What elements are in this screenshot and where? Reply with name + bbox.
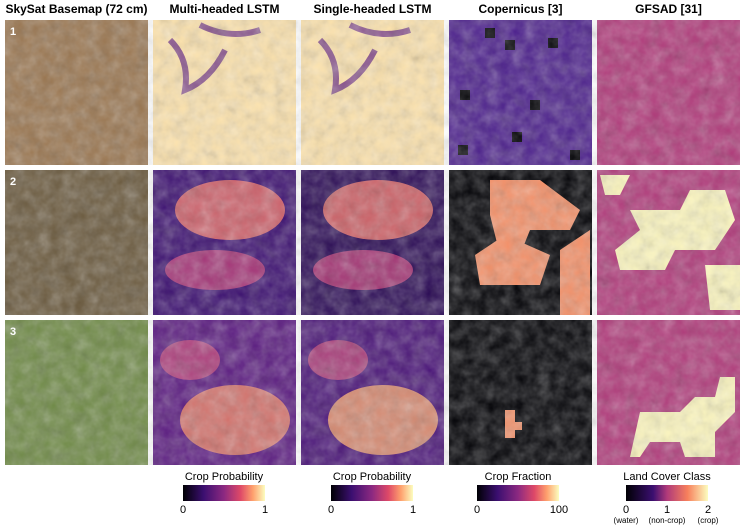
colorbar [477, 485, 559, 501]
colorbar-title: Crop Fraction [485, 471, 552, 483]
colorbar-tick-label: 0 [623, 504, 629, 516]
colorbar-tick-label: 1 [410, 504, 416, 516]
colorbar-tick-label: 2 [705, 504, 711, 516]
colorbar [626, 485, 708, 501]
colorbar-tick-label: 1 [664, 504, 670, 516]
colorbar-tick-label: 1 [262, 504, 268, 516]
colorbar-tick-label: 0 [328, 504, 334, 516]
colorbar [331, 485, 413, 501]
colorbar-tick-label: 100 [550, 504, 568, 516]
row-label: 2 [10, 176, 16, 188]
colorbar-tick-label: 0 [474, 504, 480, 516]
colorbar-title: Crop Probability [185, 471, 264, 483]
texture [5, 20, 740, 465]
column-title: Single-headed LSTM [313, 2, 431, 16]
colorbar [183, 485, 265, 501]
colorbar-title: Crop Probability [333, 471, 412, 483]
colorbar-title: Land Cover Class [623, 471, 711, 483]
column-title: GFSAD [31] [635, 2, 702, 16]
row-label: 3 [10, 326, 16, 338]
colorbar-sublabel: (crop) [698, 516, 719, 525]
colorbar-sublabel: (water) [614, 516, 639, 525]
colorbar-tick-label: 0 [180, 504, 186, 516]
column-title: SkySat Basemap (72 cm) [5, 2, 147, 16]
column-title: Multi-headed LSTM [170, 2, 280, 16]
column-title: Copernicus [3] [478, 2, 562, 16]
colorbar-sublabel: (non-crop) [649, 516, 686, 525]
labels: SkySat Basemap (72 cm) Multi-headed LSTM S… [5, 2, 718, 525]
row-label: 1 [10, 26, 16, 38]
